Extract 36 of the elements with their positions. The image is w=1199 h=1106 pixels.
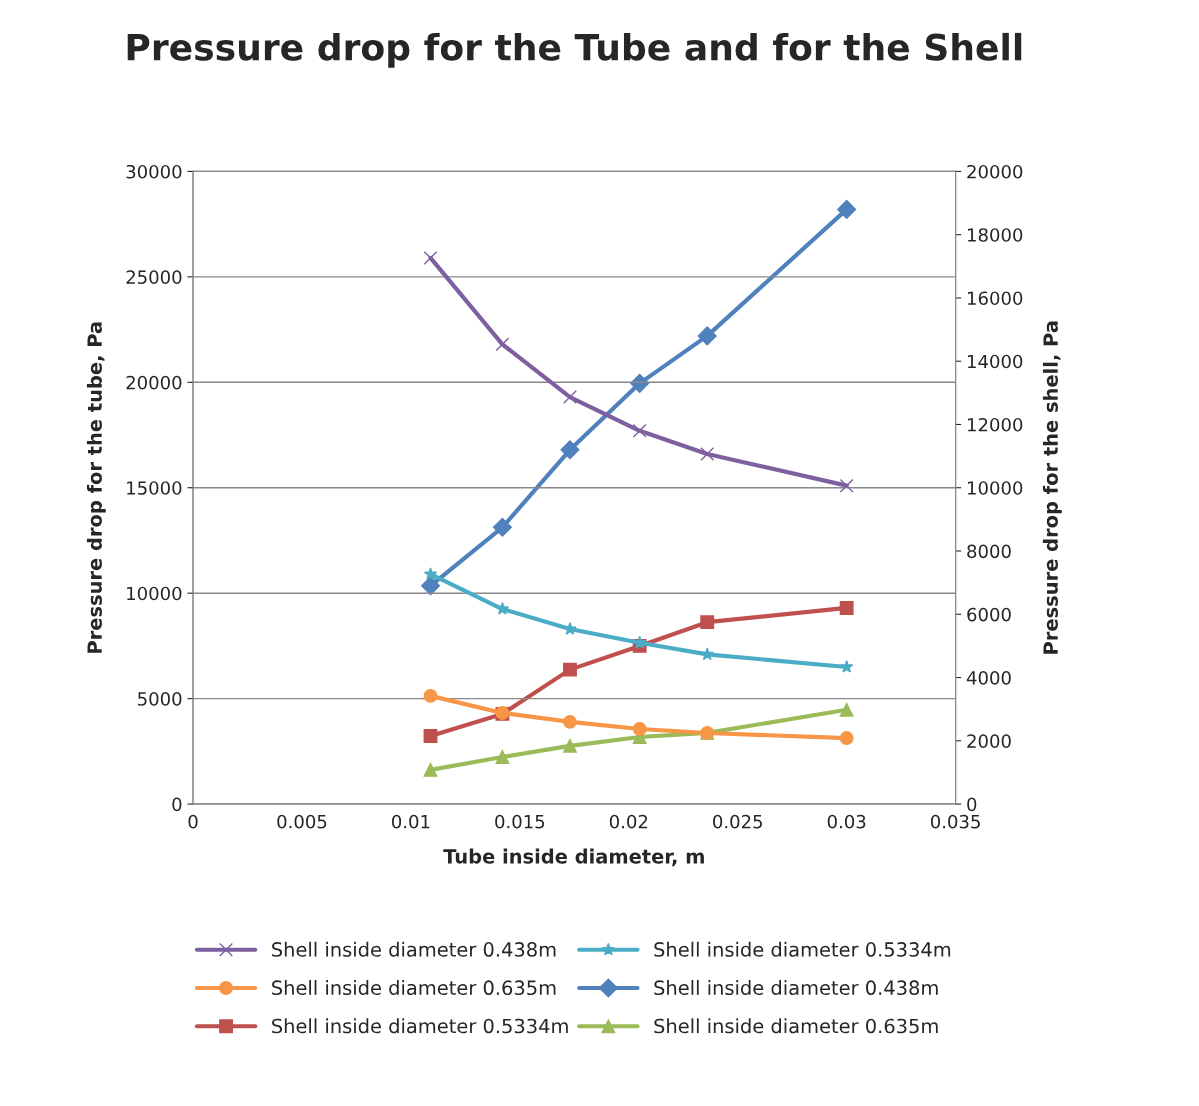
x-tick-label: 0.005 [277, 814, 327, 829]
legend-label: Shell inside diameter 0.5334m [654, 941, 951, 957]
y2-tick-label: 20000 [967, 164, 1023, 179]
y2-tick-label: 10000 [968, 481, 1023, 495]
y-axis-title: Pressure drop for the tube, Pa [86, 322, 106, 653]
x-tick-label: 0.03 [827, 814, 866, 829]
y-tick-label: 0 [172, 797, 182, 812]
x-tick-label: 0 [188, 814, 198, 829]
x-tick-label: 0.035 [930, 814, 980, 829]
x-tick-label: 0.02 [609, 814, 648, 829]
y2-tick-label: 2000 [967, 734, 1011, 748]
x-tick-label: 0.025 [713, 814, 762, 829]
y2-tick-label: 4000 [966, 670, 1011, 685]
y-tick-label: 15000 [127, 481, 182, 495]
legend-label: Shell inside diameter 0.438m [272, 941, 556, 957]
y2-tick-label: 18000 [968, 228, 1023, 242]
y-tick-label: 5000 [138, 692, 182, 706]
y-tick-label: 20000 [126, 375, 182, 390]
y-tick-label: 30000 [126, 164, 182, 179]
chart-title: Pressure drop for the Tube and for the Shell [127, 32, 1022, 68]
y2-tick-label: 8000 [967, 544, 1011, 559]
x-tick-label: 0.015 [495, 814, 545, 829]
legend-label: Shell inside diameter 0.635m [654, 1018, 938, 1034]
y2-tick-label: 0 [967, 797, 977, 812]
y-tick-label: 10000 [127, 586, 182, 601]
legend-label: Shell inside diameter 0.5334m [272, 1018, 568, 1034]
x-tick-label: 0.01 [392, 814, 430, 829]
y2-tick-label: 16000 [968, 291, 1023, 306]
legend-label: Shell inside diameter 0.438m [654, 980, 938, 996]
y2-axis-title: Pressure drop for the shell, Pa [1042, 321, 1062, 654]
y2-tick-label: 12000 [968, 417, 1023, 432]
y2-tick-label: 6000 [967, 607, 1011, 622]
y-tick-label: 25000 [126, 270, 182, 284]
legend-label: Shell inside diameter 0.635m [272, 980, 556, 996]
y2-tick-label: 14000 [968, 354, 1023, 369]
x-axis-title: Tube inside diameter, m [443, 848, 704, 867]
